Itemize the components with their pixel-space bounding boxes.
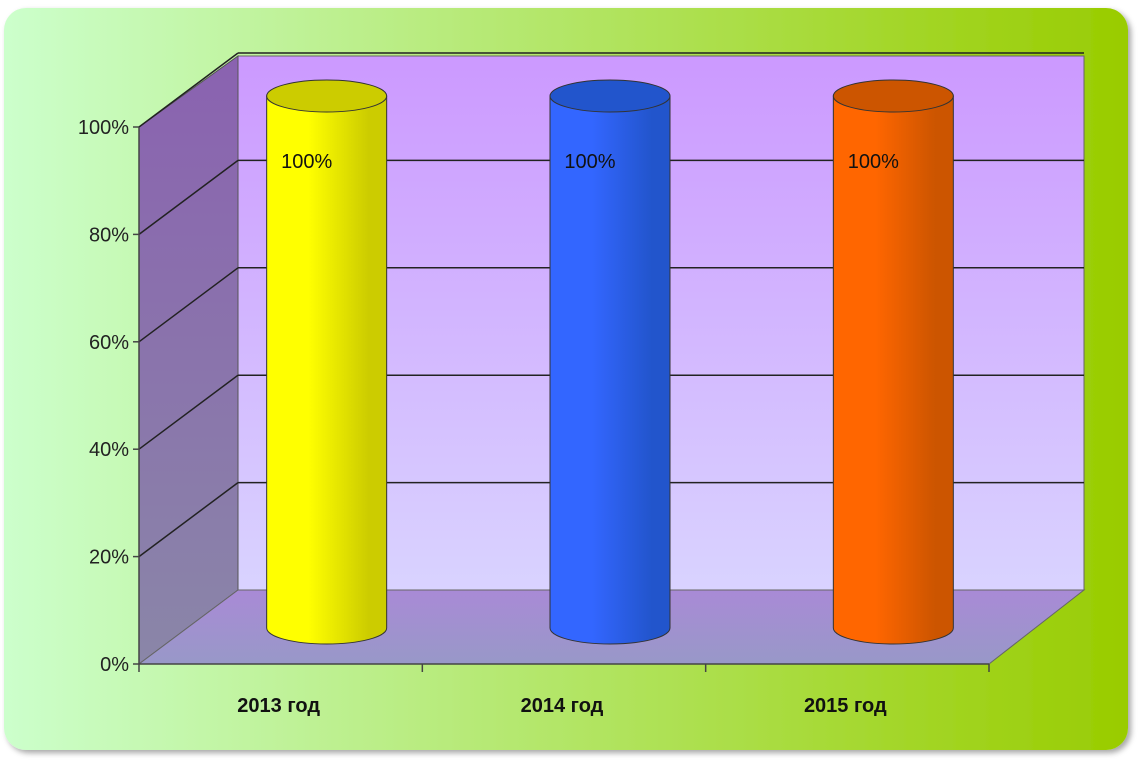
bar: 100% bbox=[832, 79, 954, 645]
gridline-side bbox=[138, 159, 239, 236]
gridline-side bbox=[138, 374, 239, 450]
bar-top bbox=[266, 79, 388, 113]
bar-top bbox=[549, 79, 671, 113]
x-axis: 2013 год 2014 год 2015 год bbox=[138, 663, 990, 717]
y-tick-label: 80% bbox=[89, 224, 129, 246]
y-tick-label: 60% bbox=[89, 332, 129, 354]
y-tick-label: 0% bbox=[100, 654, 129, 676]
y-tick-label: 100% bbox=[78, 117, 129, 139]
bar: 100% bbox=[266, 79, 388, 645]
side-wall bbox=[138, 55, 239, 665]
bars: 100% 100% 100% bbox=[266, 79, 954, 645]
y-tick-label: 20% bbox=[89, 547, 129, 569]
bar: 100% bbox=[549, 79, 671, 645]
y-tick-label: 40% bbox=[89, 439, 129, 461]
bar-top bbox=[832, 79, 954, 113]
gridline-side bbox=[138, 267, 239, 343]
y-axis: 0% 20% 40% 60% 80% 100% bbox=[78, 117, 140, 676]
data-label: 100% bbox=[848, 151, 899, 173]
bar-body bbox=[549, 95, 671, 645]
x-tick-label: 2013 год bbox=[237, 695, 320, 717]
data-label: 100% bbox=[281, 151, 332, 173]
gridline-side bbox=[138, 481, 239, 558]
x-tick-label: 2015 год bbox=[804, 695, 887, 717]
bar-body bbox=[266, 95, 388, 645]
x-tick-label: 2014 год bbox=[521, 695, 604, 717]
gridline-side bbox=[138, 52, 239, 128]
bar-body bbox=[832, 95, 954, 645]
data-label: 100% bbox=[564, 151, 615, 173]
